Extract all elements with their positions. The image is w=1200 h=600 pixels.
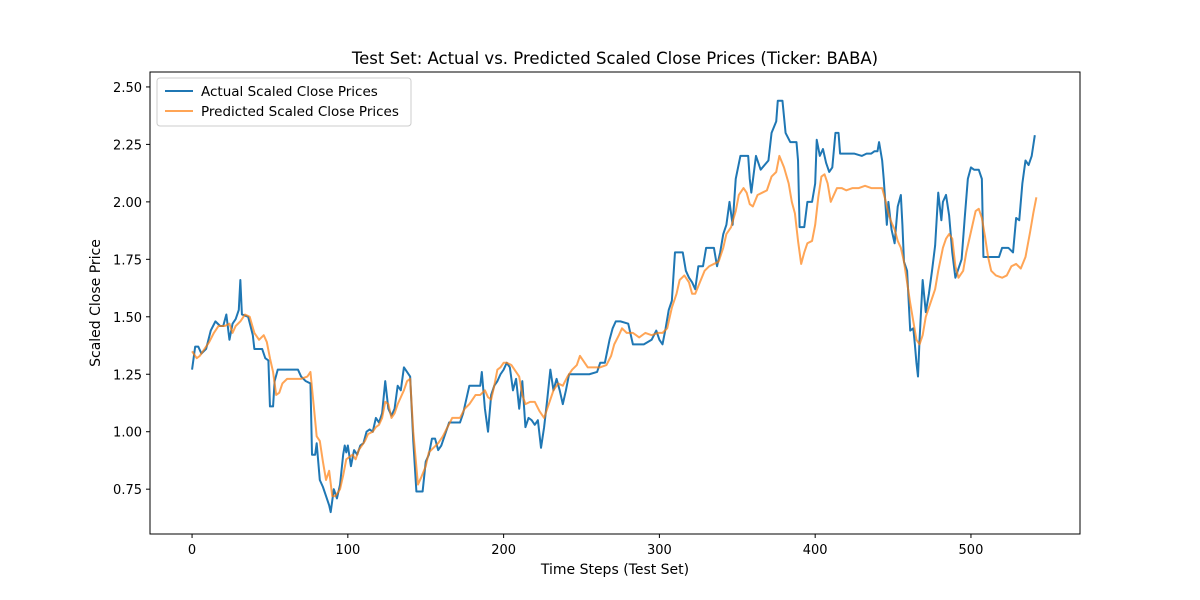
- y-tick-label: 2.00: [113, 196, 142, 211]
- y-tick-label: 1.75: [113, 253, 142, 268]
- x-tick-label: 300: [647, 543, 672, 558]
- x-tick-label: 0: [188, 543, 196, 558]
- x-axis-label: Time Steps (Test Set): [540, 562, 689, 578]
- legend-box: [156, 77, 412, 127]
- legend: Actual Scaled Close Prices Predicted Sca…: [156, 77, 412, 127]
- x-tick-label: 100: [335, 543, 360, 558]
- legend-label-actual: Actual Scaled Close Prices: [201, 84, 378, 100]
- predicted-series-line: [191, 154, 1038, 498]
- x-tick-label: 200: [491, 543, 516, 558]
- y-tick-label: 2.50: [113, 81, 142, 96]
- x-tick-label: 500: [959, 543, 984, 558]
- y-axis: 0.75 1.00 1.25 1.50 1.75 2.00 2.25 2.50: [113, 81, 150, 498]
- y-tick-label: 1.50: [113, 311, 142, 326]
- y-tick-label: 2.25: [113, 138, 142, 153]
- x-axis: 0 100 200 300 400 500: [188, 534, 983, 558]
- y-tick-label: 0.75: [113, 483, 142, 498]
- plot-frame: [149, 71, 1081, 535]
- y-axis-label: Scaled Close Price: [88, 239, 104, 367]
- y-tick-label: 1.00: [113, 426, 142, 441]
- actual-series-line: [191, 99, 1036, 514]
- chart-title: Test Set: Actual vs. Predicted Scaled Cl…: [351, 49, 878, 68]
- legend-label-predicted: Predicted Scaled Close Prices: [201, 104, 399, 120]
- x-tick-label: 400: [803, 543, 828, 558]
- y-tick-label: 1.25: [113, 368, 142, 383]
